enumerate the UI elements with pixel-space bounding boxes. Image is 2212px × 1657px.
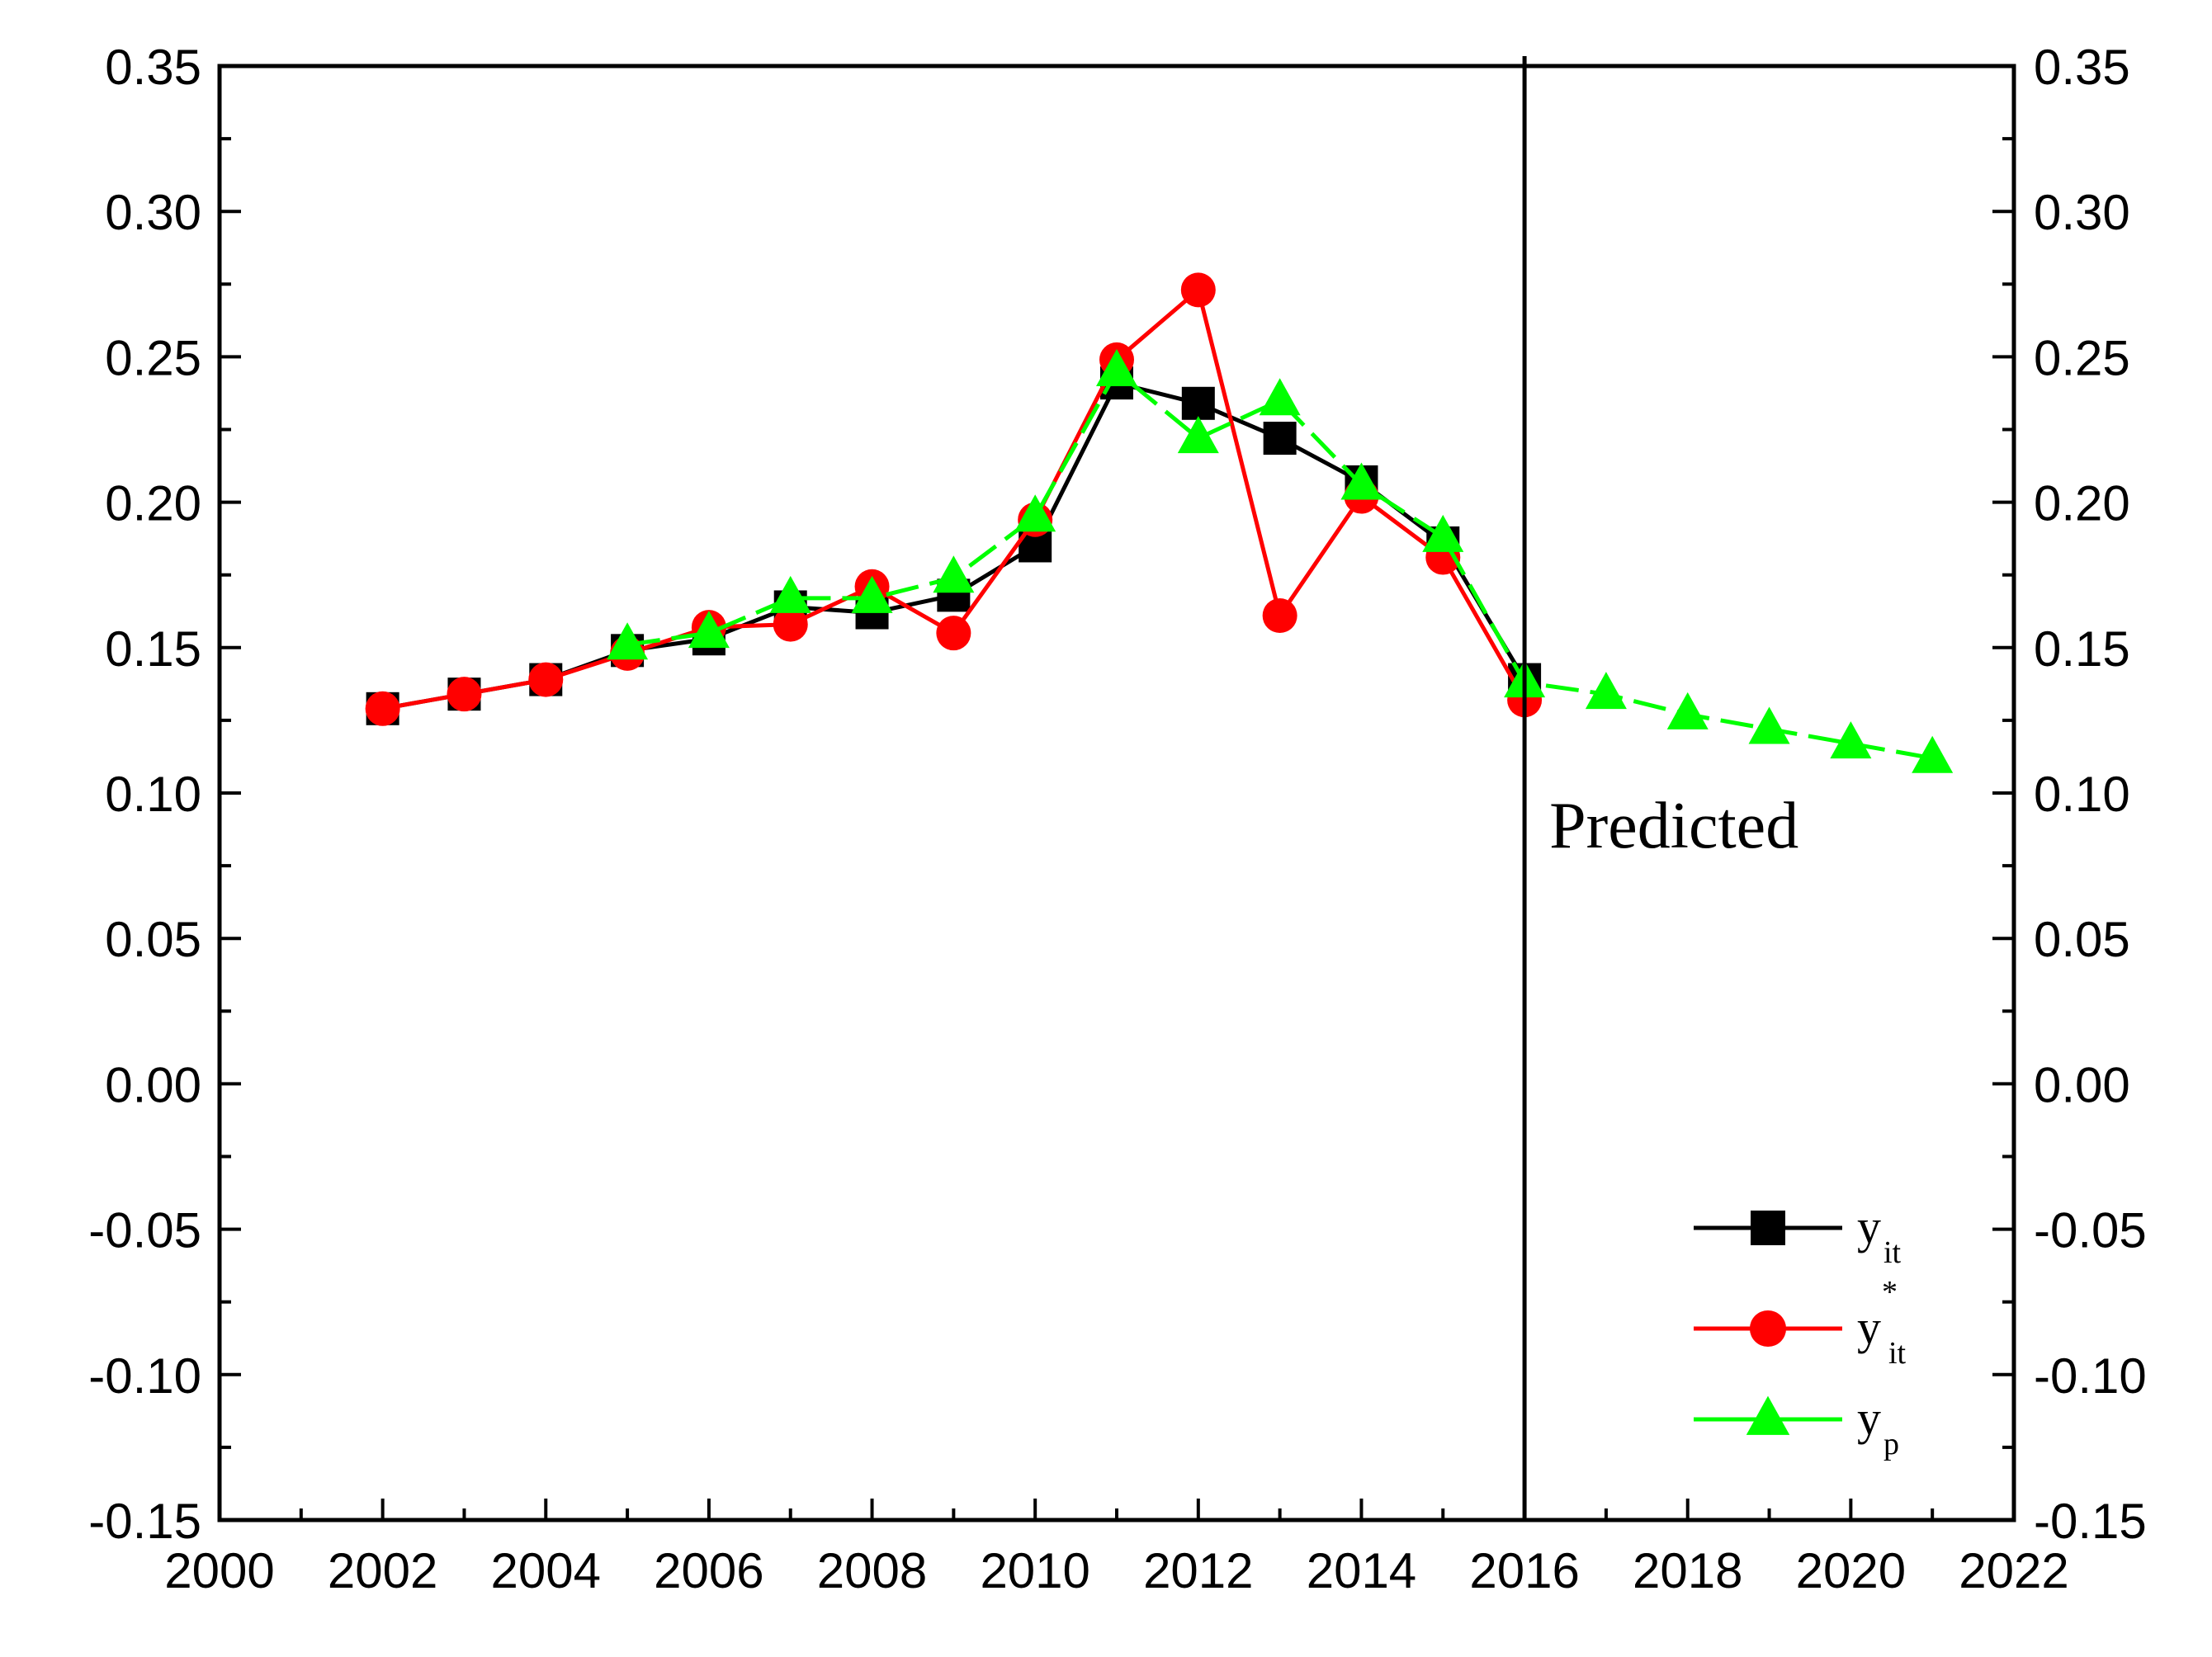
- data-point-triangle-marker: [1830, 721, 1872, 759]
- legend-label-sub: p: [1884, 1427, 1899, 1461]
- y-tick-label-right: 0.10: [2034, 767, 2130, 822]
- data-point-triangle-marker: [1259, 378, 1301, 416]
- data-point-triangle-marker: [607, 622, 649, 660]
- y-tick-label-left: 0.05: [105, 912, 201, 967]
- legend-label-sub: it: [1888, 1336, 1907, 1371]
- legend-item-0: y it: [1694, 1200, 1902, 1270]
- data-point-square-marker: [1263, 422, 1297, 456]
- legend-label-main: y: [1857, 1301, 1881, 1354]
- legend: y ity*ity p: [1694, 1200, 1907, 1461]
- data-point-triangle-marker: [1422, 514, 1464, 552]
- y-tick-label-right: -0.10: [2034, 1348, 2147, 1404]
- y-tick-label-right: 0.35: [2034, 40, 2130, 95]
- x-tick-label: 2014: [1307, 1543, 1416, 1598]
- data-point-circle-marker: [365, 691, 400, 726]
- chart-axes: 2000 2002 2004 2006 2008 2010 2012 2014 2016 2018…: [88, 40, 2147, 1598]
- y-tick-label-right: 0.30: [2034, 185, 2130, 240]
- data-point-triangle-marker: [1585, 672, 1627, 710]
- y-tick-label-left: 0.10: [105, 767, 201, 822]
- y-tick-label-right: -0.15: [2034, 1494, 2147, 1549]
- plot-frame: [217, 64, 2016, 1522]
- series-2: [607, 349, 1954, 773]
- legend-label-main: y: [1857, 1200, 1881, 1253]
- x-tick-label: 2004: [491, 1543, 601, 1598]
- legend-label-sup: *: [1882, 1275, 1898, 1310]
- data-point-circle-marker: [936, 616, 971, 651]
- legend-circle-marker: [1749, 1310, 1787, 1348]
- data-point-triangle-marker: [851, 575, 893, 613]
- data-point-circle-marker: [447, 677, 482, 712]
- x-tick-label: 2020: [1796, 1543, 1906, 1598]
- data-point-circle-marker: [773, 607, 808, 642]
- y-tick-label-left: 0.00: [105, 1057, 201, 1112]
- y-tick-label-right: 0.00: [2034, 1057, 2130, 1112]
- x-tick-label: 2016: [1469, 1543, 1579, 1598]
- legend-label-main: y: [1857, 1391, 1881, 1445]
- x-tick-label: 2018: [1633, 1543, 1742, 1598]
- data-point-circle-marker: [528, 662, 564, 697]
- data-point-square-marker: [1181, 386, 1215, 420]
- data-point-triangle-marker: [1096, 349, 1137, 387]
- series-line: [382, 380, 1527, 711]
- x-tick-label: 2008: [817, 1543, 927, 1598]
- data-point-circle-marker: [1180, 272, 1216, 308]
- data-point-triangle-marker: [688, 611, 730, 649]
- data-point-triangle-marker: [769, 575, 811, 613]
- x-tick-label: 2010: [980, 1543, 1089, 1598]
- x-tick-label: 2000: [164, 1543, 274, 1598]
- data-point-triangle-marker: [1014, 494, 1056, 532]
- x-tick-label: 2006: [654, 1543, 763, 1598]
- data-point-triangle-marker: [1340, 462, 1382, 500]
- x-tick-label: 2022: [1959, 1543, 2068, 1598]
- y-tick-label-right: 0.15: [2034, 621, 2130, 677]
- legend-label-sub: it: [1884, 1235, 1902, 1270]
- y-tick-label-left: 0.30: [105, 185, 201, 240]
- legend-square-marker: [1751, 1211, 1785, 1245]
- y-tick-label-left: -0.15: [88, 1494, 201, 1549]
- y-tick-label-right: 0.25: [2034, 330, 2130, 385]
- data-point-triangle-marker: [1748, 706, 1790, 744]
- series-layer: [365, 272, 1954, 773]
- legend-item-1: y* it: [1694, 1275, 1907, 1371]
- y-tick-label-left: -0.10: [88, 1348, 201, 1404]
- y-tick-label-left: -0.05: [88, 1203, 201, 1258]
- y-tick-label-left: 0.20: [105, 476, 201, 531]
- x-tick-label: 2002: [328, 1543, 437, 1598]
- y-tick-label-left: 0.15: [105, 621, 201, 677]
- y-tick-label-right: -0.05: [2034, 1203, 2147, 1258]
- y-tick-label-left: 0.35: [105, 40, 201, 95]
- data-point-triangle-marker: [933, 555, 975, 593]
- data-point-triangle-marker: [1177, 416, 1219, 454]
- x-tick-label: 2012: [1143, 1543, 1253, 1598]
- y-tick-label-right: 0.05: [2034, 912, 2130, 967]
- data-point-circle-marker: [1262, 598, 1297, 634]
- data-point-triangle-marker: [1912, 735, 1954, 773]
- series-line: [626, 369, 1933, 761]
- y-tick-label-right: 0.20: [2034, 476, 2130, 531]
- data-point-triangle-marker: [1666, 692, 1709, 729]
- predicted-label: Predicted: [1549, 790, 1798, 862]
- y-tick-label-left: 0.25: [105, 330, 201, 385]
- annotation-layer: Predicted: [1522, 56, 1798, 1520]
- legend-triangle-marker: [1746, 1395, 1790, 1435]
